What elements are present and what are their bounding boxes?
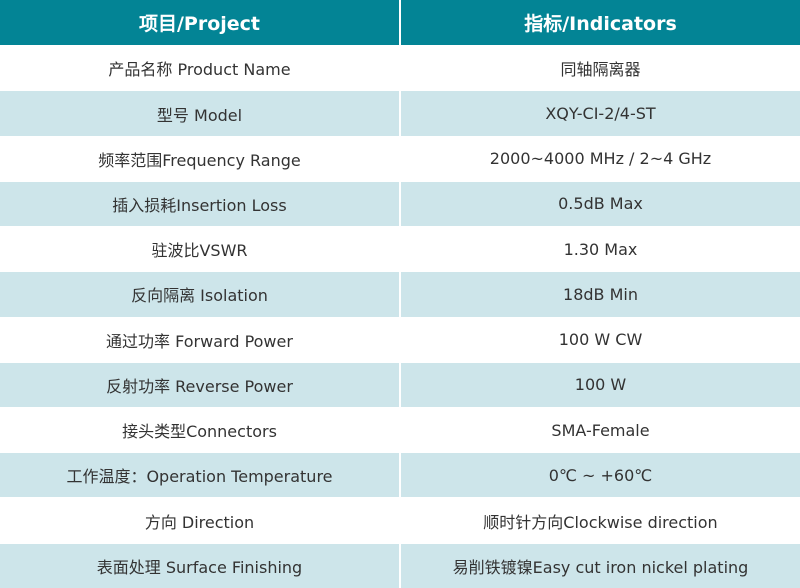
table-row: 接头类型Connectors SMA-Female	[0, 406, 800, 453]
project-cell: 方向 Direction	[0, 497, 400, 543]
table-row: 通过功率 Forward Power 100 W CW	[0, 316, 800, 362]
indicator-cell: 1.30 Max	[400, 226, 800, 272]
project-cell: 插入损耗Insertion Loss	[0, 180, 400, 227]
table-row: 型号 Model XQY-CI-2/4-ST	[0, 90, 800, 136]
table-row: 工作温度：Operation Temperature 0℃ ~ +60℃	[0, 452, 800, 498]
indicator-cell: 100 W CW	[400, 316, 800, 362]
indicator-cell: 18dB Min	[400, 271, 800, 317]
indicator-cell: 顺时针方向Clockwise direction	[400, 497, 800, 543]
table-body: 产品名称 Product Name 同轴隔离器 型号 Model XQY-CI-2/4…	[0, 45, 800, 588]
table-row: 插入损耗Insertion Loss 0.5dB Max	[0, 180, 800, 227]
table-row: 表面处理 Surface Finishing 易削铁镀镍Easy cut iron…	[0, 542, 800, 588]
header-indicators: 指标/Indicators	[400, 0, 800, 46]
table-row: 驻波比VSWR 1.30 Max	[0, 226, 800, 272]
indicator-cell: 易削铁镀镍Easy cut iron nickel plating	[400, 542, 800, 588]
table-header: 项目/Project 指标/Indicators	[0, 0, 800, 46]
table-row: 方向 Direction 顺时针方向Clockwise direction	[0, 497, 800, 543]
project-cell: 反射功率 Reverse Power	[0, 361, 400, 407]
header-project: 项目/Project	[0, 0, 400, 46]
project-cell: 驻波比VSWR	[0, 226, 400, 272]
project-cell: 表面处理 Surface Finishing	[0, 542, 400, 588]
project-cell: 接头类型Connectors	[0, 406, 400, 453]
table-row: 反向隔离 Isolation 18dB Min	[0, 271, 800, 317]
indicator-cell: 0.5dB Max	[400, 180, 800, 227]
indicator-cell: 100 W	[400, 361, 800, 407]
project-cell: 通过功率 Forward Power	[0, 316, 400, 362]
project-cell: 反向隔离 Isolation	[0, 271, 400, 317]
project-cell: 产品名称 Product Name	[0, 45, 400, 91]
indicator-cell: 同轴隔离器	[400, 45, 800, 91]
table-row: 产品名称 Product Name 同轴隔离器	[0, 45, 800, 91]
indicator-cell: XQY-CI-2/4-ST	[400, 90, 800, 136]
indicator-cell: 2000~4000 MHz / 2~4 GHz	[400, 135, 800, 181]
project-cell: 频率范围Frequency Range	[0, 135, 400, 181]
table-row: 频率范围Frequency Range 2000~4000 MHz / 2~4 G…	[0, 135, 800, 181]
table-row: 反射功率 Reverse Power 100 W	[0, 361, 800, 407]
indicator-cell: SMA-Female	[400, 406, 800, 453]
indicator-cell: 0℃ ~ +60℃	[400, 452, 800, 498]
project-cell: 工作温度：Operation Temperature	[0, 452, 400, 498]
project-cell: 型号 Model	[0, 90, 400, 136]
